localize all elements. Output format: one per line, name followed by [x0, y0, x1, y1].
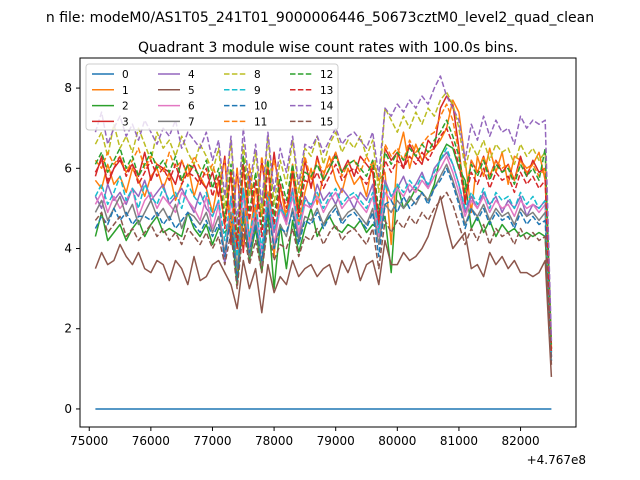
series-line-8 [94, 91, 553, 345]
x-axis-offset-label: +4.767e8 [527, 453, 586, 467]
series-line-9 [94, 147, 553, 353]
legend-label-10: 10 [254, 101, 267, 113]
x-tick-label: 78000 [255, 434, 293, 448]
legend-label-11: 11 [254, 116, 267, 128]
series-line-11 [94, 103, 553, 349]
x-tick-label: 81000 [440, 434, 478, 448]
series-line-1 [94, 99, 553, 353]
x-tick-label: 80000 [378, 434, 416, 448]
x-tick-label: 79000 [317, 434, 355, 448]
x-axis: 75000 76000 77000 78000 79000 80000 81000 82000 [70, 427, 540, 448]
legend-label-3: 3 [122, 116, 129, 128]
series-line-10 [94, 167, 553, 361]
legend-label-5: 5 [188, 85, 195, 97]
series-line-13 [94, 127, 553, 353]
legend-label-7: 7 [188, 116, 195, 128]
x-tick-label: 77000 [193, 434, 231, 448]
series-line-14 [94, 75, 553, 341]
legend-label-0: 0 [122, 69, 129, 81]
x-tick-label: 82000 [501, 434, 539, 448]
y-axis: 0 2 4 6 8 [64, 81, 80, 416]
legend-label-9: 9 [254, 85, 261, 97]
series-line-5 [94, 195, 553, 377]
series-line-7 [94, 163, 553, 361]
legend-label-4: 4 [188, 69, 195, 81]
legend-label-12: 12 [320, 69, 333, 81]
y-tick-label: 0 [64, 402, 72, 416]
y-tick-label: 8 [64, 81, 72, 95]
plot-frame [79, 57, 577, 428]
figure-suptitle: n file: modeM0/AS1T05_241T01_9000006446_… [46, 10, 594, 26]
legend-label-15: 15 [320, 116, 333, 128]
series-layer [94, 75, 553, 410]
x-tick-label: 76000 [132, 434, 170, 448]
legend-label-2: 2 [122, 101, 129, 113]
y-tick-label: 4 [64, 242, 72, 256]
chart-title: Quadrant 3 module wise count rates with … [138, 40, 518, 56]
series-line-4 [94, 151, 553, 357]
legend-label-1: 1 [122, 85, 129, 97]
legend-label-8: 8 [254, 69, 261, 81]
series-line-15 [94, 191, 553, 365]
y-tick-label: 6 [64, 161, 72, 175]
series-line-12 [94, 119, 553, 349]
series-line-6 [94, 155, 553, 357]
legend-label-6: 6 [188, 101, 195, 113]
x-tick-label: 75000 [70, 434, 108, 448]
legend-label-14: 14 [320, 101, 334, 113]
legend-box [85, 63, 339, 131]
legend-label-13: 13 [320, 85, 333, 97]
y-tick-label: 2 [64, 322, 72, 336]
